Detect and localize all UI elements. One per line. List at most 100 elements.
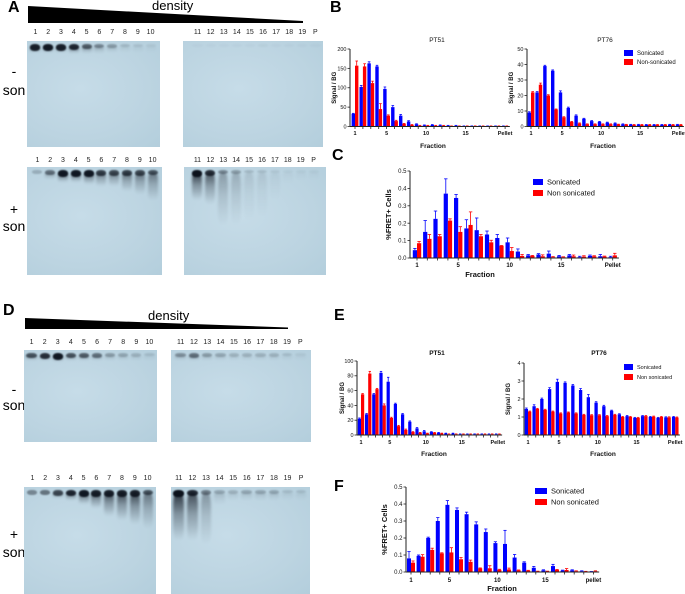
chart-legend: Sonicated Non sonicated <box>535 487 599 507</box>
gel-band <box>118 353 129 357</box>
y-tick-label: 0.5 <box>398 169 407 175</box>
gel-band <box>282 490 293 494</box>
bar-non-sonicated-9 <box>593 124 597 127</box>
gel-smear <box>81 46 92 54</box>
gel-band <box>27 490 38 495</box>
gel-band <box>120 44 130 48</box>
y-axis-label: Signal / BG <box>340 382 346 414</box>
bar-sonicated-3 <box>543 66 547 127</box>
y-tick-label: 100 <box>337 86 346 92</box>
bar-sonicated-2 <box>359 86 363 127</box>
gel-smear <box>192 172 203 201</box>
bar-sonicated-6 <box>391 107 395 127</box>
bar-non-sonicated-10 <box>425 433 429 435</box>
x-tick-label: 15 <box>459 440 465 446</box>
bar-non-sonicated-3 <box>437 236 442 258</box>
bar-sonicated-11 <box>429 432 433 435</box>
gel-band <box>39 353 50 360</box>
bar-non-sonicated-7 <box>404 429 408 435</box>
bar-non-sonicated-17 <box>564 569 569 572</box>
legend-label-non-sonicated: Non-sonicated <box>637 60 676 66</box>
bar-non-sonicated-4 <box>382 405 386 435</box>
gel-band <box>96 170 107 176</box>
lane-label: 16 <box>258 157 266 164</box>
lane-label: P <box>311 157 316 164</box>
gel-band <box>104 490 115 497</box>
bar-sonicated-14 <box>629 124 633 127</box>
bar-sonicated-10 <box>493 543 498 572</box>
y-tick-label: 3 <box>517 379 520 385</box>
lane-label: 2 <box>46 29 51 36</box>
y-tick-label: 0.2 <box>398 221 407 227</box>
lane-label: 3 <box>61 157 65 164</box>
y-tick-label: 60 <box>347 389 353 395</box>
y-tick-label: 0.2 <box>394 536 403 542</box>
bar-sonicated-10 <box>422 125 427 127</box>
lane-label: 15 <box>246 29 254 36</box>
lane-label: 15 <box>229 339 238 346</box>
bar-non-sonicated-2 <box>368 373 372 435</box>
bar-sonicated-6 <box>566 107 570 127</box>
lane-label: 6 <box>95 339 99 346</box>
gel-smear <box>295 492 307 500</box>
lane-label: 13 <box>203 339 212 346</box>
bar-non-sonicated-14 <box>632 124 636 127</box>
density-label-d: density <box>148 308 190 323</box>
bar-non-sonicated-15 <box>640 124 644 127</box>
bar-non-sonicated-8 <box>585 124 589 127</box>
lane-label: 2 <box>42 339 47 346</box>
x-tick-label: 15 <box>542 578 549 584</box>
y-axis-label: %FRET+ Cells <box>384 189 393 240</box>
lane-label: 19 <box>298 29 307 36</box>
bar-sonicated-11 <box>515 251 520 258</box>
condition-label-d-plus: son <box>2 544 26 560</box>
bar-non-sonicated-Pellet <box>675 417 679 435</box>
bar-sonicated-9 <box>483 532 488 572</box>
bar-non-sonicated-1 <box>531 92 535 127</box>
gel-band <box>83 170 94 177</box>
y-tick-label: 0.3 <box>398 204 407 210</box>
bar-sonicated-14 <box>625 416 629 435</box>
gel-band <box>228 353 240 357</box>
lane-label: 14 <box>232 29 241 36</box>
bar-sonicated-3 <box>540 399 544 435</box>
bar-non-sonicated-7 <box>468 561 473 572</box>
bar-non-sonicated-7 <box>478 236 483 258</box>
bar-sonicated-13 <box>621 124 625 127</box>
gel-band <box>241 490 253 494</box>
legend-swatch-sonicated <box>533 179 543 185</box>
bar-non-sonicated-6 <box>394 121 398 127</box>
x-tick-label: 1 <box>353 131 356 137</box>
bar-non-sonicated-6 <box>570 121 574 127</box>
bar-sonicated-14 <box>451 433 455 435</box>
gel-smear <box>58 172 68 183</box>
x-tick-label: 15 <box>637 131 643 137</box>
x-tick-label: 1 <box>529 131 532 137</box>
gel-smear <box>241 355 253 361</box>
bar-non-sonicated-9 <box>590 415 594 435</box>
lane-label: 5 <box>84 29 89 36</box>
gel-d-minus-right <box>171 350 311 442</box>
bar-non-sonicated-2 <box>535 408 540 435</box>
gel-smear <box>65 492 76 500</box>
gel-d-plus-right <box>171 487 310 594</box>
bar-sonicated-7 <box>399 115 403 127</box>
bar-sonicated-17 <box>648 417 652 435</box>
gel-smear <box>144 355 155 361</box>
legend-label-sonicated: Sonicated <box>551 487 584 496</box>
lane-label: 14 <box>215 475 224 482</box>
x-tick-label: 1 <box>526 440 529 446</box>
x-tick-label: pellet <box>586 578 602 584</box>
lane-label: 13 <box>219 29 228 36</box>
lane-label: 9 <box>135 29 140 36</box>
bar-sonicated-7 <box>464 514 469 572</box>
gel-band <box>295 490 307 494</box>
lane-label: 17 <box>256 339 265 346</box>
lane-label: 4 <box>73 157 78 164</box>
gel-smear <box>188 355 200 361</box>
lane-label: 9 <box>132 475 137 482</box>
gel-band <box>43 44 54 51</box>
bar-sonicated-8 <box>578 390 583 435</box>
y-tick-label: 30 <box>517 78 523 84</box>
gel-smear <box>91 355 103 361</box>
